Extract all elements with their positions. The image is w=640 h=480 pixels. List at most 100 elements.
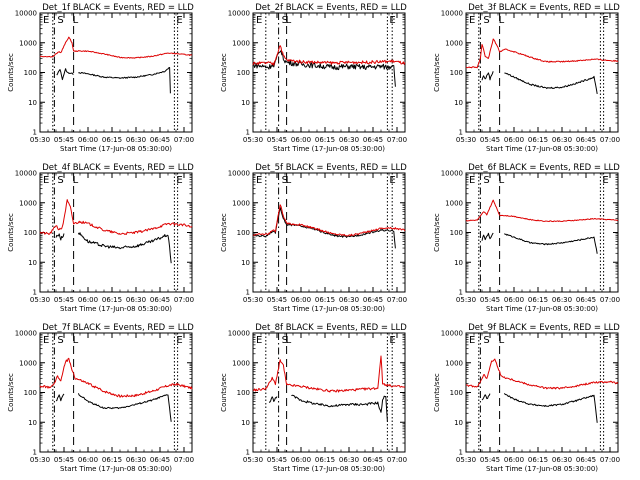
y-tick-label: 100 [24,69,37,77]
x-tick-label: 07:00 [600,136,620,144]
series-line-events [268,394,388,422]
plot-frame [252,12,406,133]
y-tick-label: 1 [459,449,463,457]
chart-panel-7: Det_7f BLACK = Events, RED = LLD 1 10 100 10… [7,323,194,473]
x-tick-label: 06:45 [363,296,383,304]
plot-frame [252,332,406,453]
interval-label-e: E [256,15,262,26]
y-tick-label: 1000 [232,359,250,367]
chart-title: Det_9f BLACK = Events, RED = LLD [468,323,620,333]
x-tick-label: 06:15 [315,456,335,464]
interval-label-e: E [389,175,395,186]
x-tick-label: 06:15 [315,136,335,144]
x-tick-label: 06:15 [102,456,122,464]
series-line-lld [39,199,193,235]
x-tick-label: 05:45 [480,136,500,144]
x-tick-label: 06:30 [126,456,146,464]
chart-panel-6: Det_6f BLACK = Events, RED = LLD 1 10 100 10… [433,163,620,313]
chart-panel-5: Det_5f BLACK = Events, RED = LLD 1 10 100 10… [220,163,407,313]
y-axis-label: Counts/sec [7,213,15,252]
chart-title: Det_8f BLACK = Events, RED = LLD [255,323,407,333]
x-tick-label: 05:45 [267,296,287,304]
series-line-lld [465,199,619,223]
interval-label-s: S [57,335,63,346]
x-tick-label: 06:30 [339,296,359,304]
interval-label-e: E [43,335,49,346]
series-line-events [252,50,396,87]
x-tick-label: 05:30 [243,136,263,144]
x-tick-label: 05:30 [30,136,50,144]
x-tick-label: 06:45 [150,136,170,144]
x-tick-label: 06:30 [126,296,146,304]
chart-panel-2: Det_2f BLACK = Events, RED = LLD 1 10 100 10… [220,3,407,153]
x-tick-label: 06:00 [504,296,524,304]
interval-label-e: E [389,335,395,346]
chart-title: Det_5f BLACK = Events, RED = LLD [255,163,407,173]
y-tick-label: 10 [241,99,250,107]
series-line-events [55,393,172,422]
y-tick-label: 1 [246,129,250,137]
y-tick-label: 1000 [445,199,463,207]
series-line-events [481,232,598,254]
series-line-lld [465,358,619,390]
interval-label-e: E [176,175,182,186]
y-tick-label: 10000 [441,10,463,18]
x-tick-label: 07:00 [174,136,194,144]
interval-label-s: S [483,15,489,26]
x-tick-label: 06:45 [150,456,170,464]
y-tick-label: 1 [246,289,250,297]
x-tick-label: 05:30 [456,136,476,144]
x-tick-label: 06:45 [576,296,596,304]
x-axis-label: Start Time (17-Jun-08 05:30:00) [273,305,385,313]
y-tick-label: 100 [450,69,463,77]
y-tick-label: 1000 [19,199,37,207]
x-axis-label: Start Time (17-Jun-08 05:30:00) [60,305,172,313]
y-tick-label: 1 [246,449,250,457]
interval-label-e: E [602,15,608,26]
y-tick-label: 100 [24,389,37,397]
x-tick-label: 06:45 [150,296,170,304]
chart-panel-8: Det_8f BLACK = Events, RED = LLD 1 10 100 10… [220,323,407,473]
interval-label-l: L [73,335,79,346]
interval-label-s: S [282,15,288,26]
y-tick-label: 1000 [232,199,250,207]
y-axis-label: Counts/sec [433,373,441,412]
y-tick-label: 10 [241,259,250,267]
x-tick-label: 05:30 [456,296,476,304]
y-axis-label: Counts/sec [220,373,228,412]
x-tick-label: 06:30 [552,456,572,464]
x-axis-label: Start Time (17-Jun-08 05:30:00) [60,465,172,473]
x-tick-label: 07:00 [600,456,620,464]
x-tick-label: 05:45 [480,296,500,304]
series-line-lld [465,38,619,69]
chart-title: Det_2f BLACK = Events, RED = LLD [255,3,407,13]
series-line-lld [39,36,193,59]
y-tick-label: 1000 [19,39,37,47]
interval-label-e: E [469,175,475,186]
y-tick-label: 10000 [441,170,463,178]
x-tick-label: 07:00 [387,456,407,464]
x-tick-label: 06:00 [291,456,311,464]
series-line-events [252,207,396,249]
y-tick-label: 1000 [445,39,463,47]
y-tick-label: 10000 [15,170,37,178]
interval-label-l: L [499,335,505,346]
x-tick-label: 06:30 [339,136,359,144]
x-tick-label: 06:45 [576,456,596,464]
x-tick-label: 05:30 [243,296,263,304]
x-axis-label: Start Time (17-Jun-08 05:30:00) [273,145,385,153]
x-tick-label: 05:30 [243,456,263,464]
chart-title: Det_4f BLACK = Events, RED = LLD [42,163,194,173]
interval-label-e: E [176,335,182,346]
interval-label-e: E [256,335,262,346]
interval-label-e: E [389,15,395,26]
series-line-lld [39,357,193,398]
y-tick-label: 1000 [445,359,463,367]
interval-label-l: L [499,15,505,26]
series-line-events [481,393,598,423]
chart-title: Det_7f BLACK = Events, RED = LLD [42,323,194,333]
plot-frame [39,12,193,133]
x-axis-label: Start Time (17-Jun-08 05:30:00) [486,465,598,473]
x-axis-label: Start Time (17-Jun-08 05:30:00) [486,145,598,153]
